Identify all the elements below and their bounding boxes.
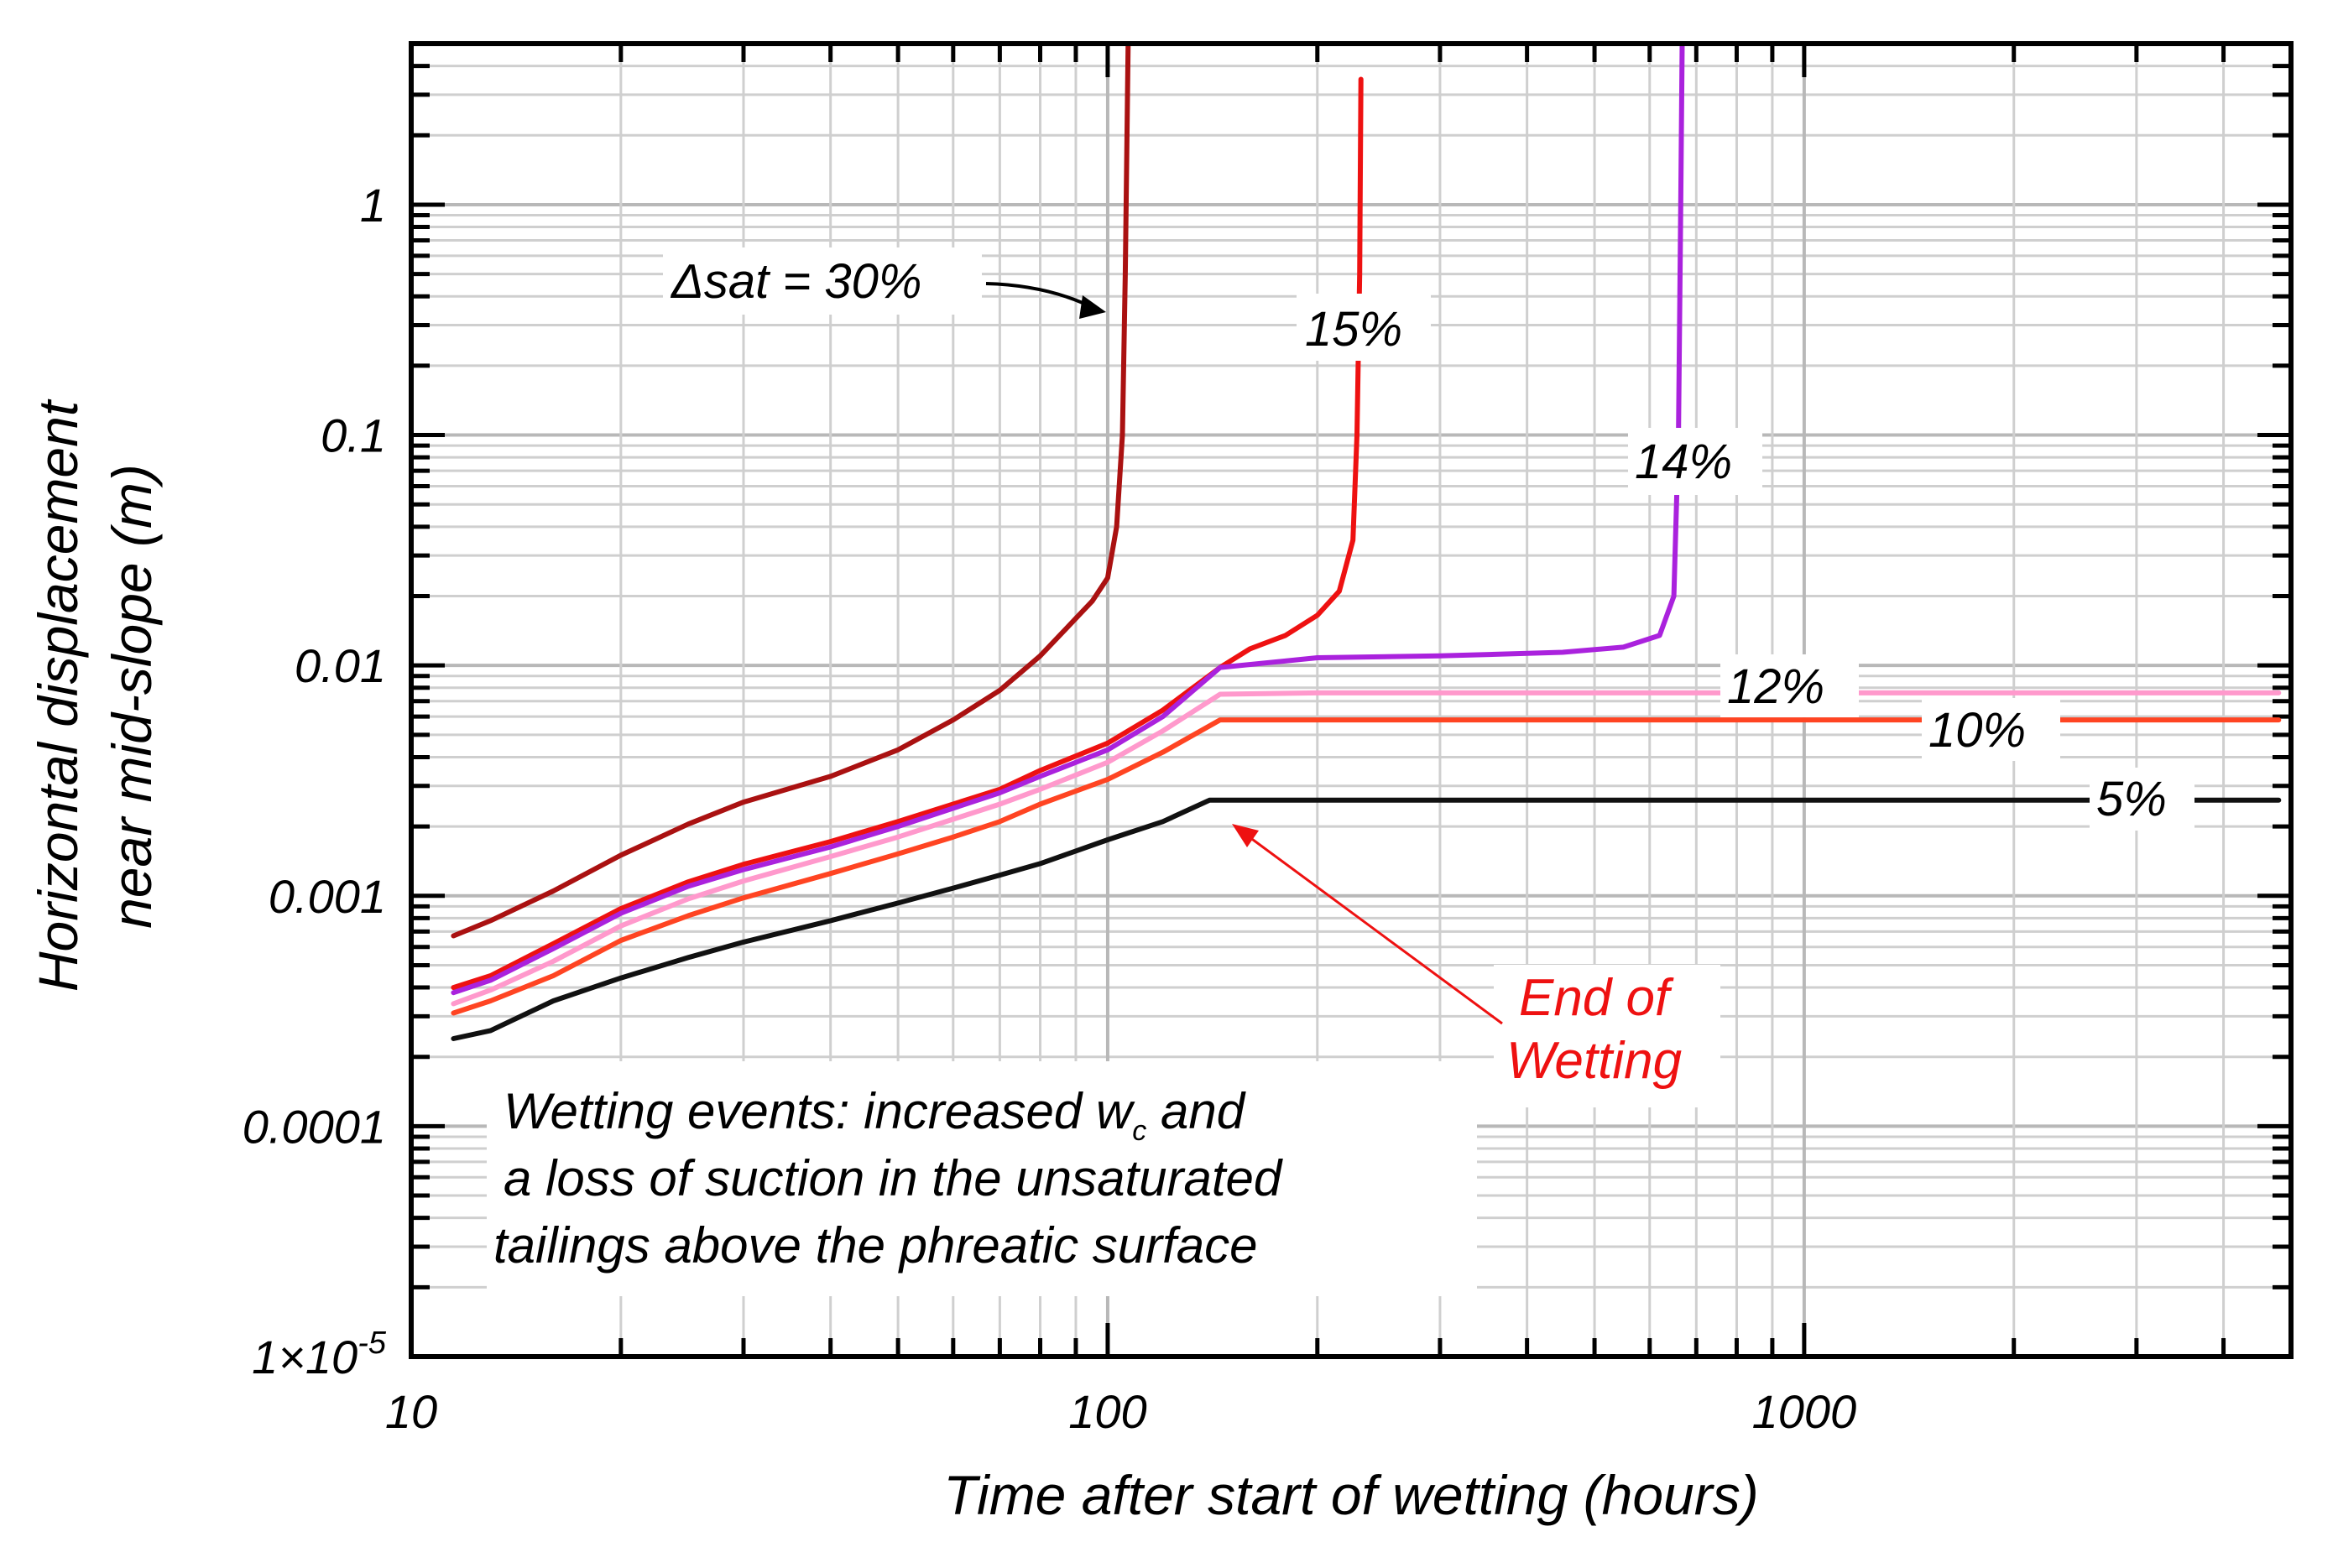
y-axis-title-line2: near mid-slope (m) bbox=[101, 464, 163, 929]
series-label-14: 14% bbox=[1635, 435, 1732, 489]
series-line-12pct bbox=[451, 690, 2282, 1007]
x-axis-title: Time after start of wetting (hours) bbox=[943, 1464, 1758, 1526]
series-label-12: 12% bbox=[1727, 659, 1824, 714]
label-14: 14% bbox=[1628, 428, 1762, 495]
wetting-note: Wetting events: increased wc and a loss … bbox=[487, 1061, 1477, 1296]
x-tick-label: 10 bbox=[385, 1385, 437, 1438]
label-30: Δsat = 30% bbox=[663, 247, 982, 315]
end-of-wetting-arrow bbox=[1245, 833, 1503, 1025]
x-tick-labels: 10 100 1000 bbox=[385, 1385, 1856, 1438]
series-line-5pct bbox=[451, 797, 2282, 1041]
note-line1-end: and bbox=[1146, 1083, 1245, 1139]
label-12: 12% bbox=[1720, 654, 1859, 717]
series-label-10: 10% bbox=[1928, 703, 2026, 758]
end-of-wetting-annotation: End of Wetting bbox=[1232, 824, 1720, 1107]
series-lines bbox=[451, 41, 2282, 1041]
y-tick-labels: 1 0.1 0.01 0.001 0.0001 1×10-5 bbox=[243, 179, 387, 1383]
series-label-5: 5% bbox=[2096, 772, 2167, 826]
x-tick-label: 100 bbox=[1068, 1385, 1146, 1438]
end-of-wetting-line2: Wetting bbox=[1506, 1032, 1682, 1090]
note-line1-sub: c bbox=[1132, 1115, 1146, 1147]
y-tick-label: 0.1 bbox=[321, 409, 386, 462]
label-5: 5% bbox=[2090, 768, 2194, 831]
note-line2: a loss of suction in the unsaturated bbox=[504, 1150, 1283, 1206]
y-tick-label: 0.01 bbox=[295, 639, 386, 692]
series-line-10pct bbox=[451, 717, 2282, 1016]
y-tick-label-exp: -5 bbox=[357, 1326, 387, 1361]
end-of-wetting-arrowhead bbox=[1232, 824, 1259, 847]
series-line-15pct bbox=[451, 76, 1364, 991]
y-axis-title-line1: Horizontal displacement bbox=[27, 399, 89, 992]
note-line1-main: Wetting events: increased w bbox=[504, 1083, 1135, 1139]
arrow-30-head bbox=[1079, 295, 1106, 319]
label-10: 10% bbox=[1922, 698, 2060, 761]
series-line-14pct bbox=[451, 41, 1685, 996]
series-label-15: 15% bbox=[1305, 302, 1402, 357]
y-tick-label: 1 bbox=[360, 179, 386, 232]
label-15: 15% bbox=[1297, 294, 1431, 361]
y-tick-label: 1×10-5 bbox=[252, 1326, 387, 1383]
end-of-wetting-line1: End of bbox=[1519, 969, 1674, 1027]
note-line1: Wetting events: increased wc and bbox=[504, 1083, 1246, 1147]
y-tick-label: 0.001 bbox=[269, 870, 386, 923]
x-tick-label: 1000 bbox=[1752, 1385, 1857, 1438]
y-tick-label: 0.0001 bbox=[243, 1100, 386, 1153]
series-label-30: Δsat = 30% bbox=[670, 254, 921, 309]
note-line3: tailings above the phreatic surface bbox=[493, 1217, 1258, 1274]
y-tick-label-main: 1×10 bbox=[252, 1331, 357, 1383]
plot-frame bbox=[409, 41, 2294, 1359]
series-line-30pct bbox=[451, 41, 1131, 939]
